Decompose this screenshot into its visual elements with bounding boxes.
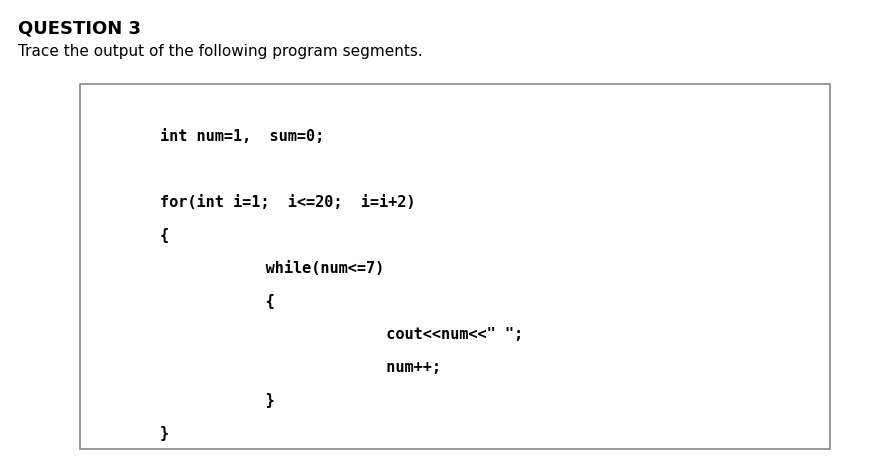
Text: Trace the output of the following program segments.: Trace the output of the following progra… [18,44,423,59]
Text: while(num<=7): while(num<=7) [220,261,384,276]
Text: int num=1,  sum=0;: int num=1, sum=0; [160,129,324,144]
Text: {: { [160,228,169,243]
Text: {: { [220,294,275,309]
FancyBboxPatch shape [80,84,830,449]
Text: cout<<num<<" ";: cout<<num<<" "; [295,327,523,342]
Text: }: } [220,393,275,408]
Text: for(int i=1;  i<=20;  i=i+2): for(int i=1; i<=20; i=i+2) [160,195,416,210]
Text: }: } [160,426,169,441]
Text: num++;: num++; [295,360,441,375]
Text: QUESTION 3: QUESTION 3 [18,19,141,37]
